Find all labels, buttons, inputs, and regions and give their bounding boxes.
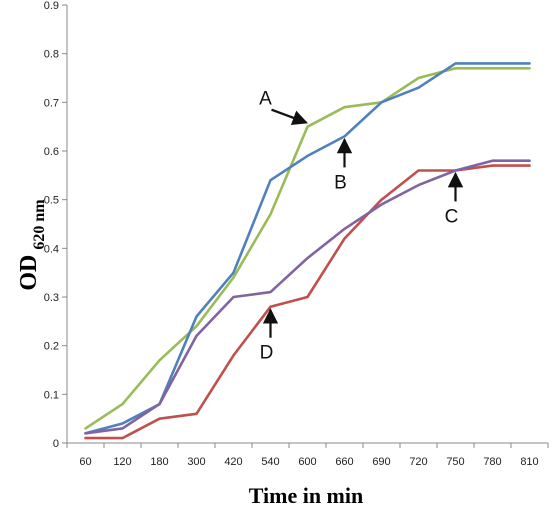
series-line-2 — [84, 62, 531, 435]
y-axis-title-main: OD — [16, 255, 42, 291]
y-axis-title-subscript: 620 nm — [31, 199, 48, 250]
y-tick-label: 0.1 — [44, 389, 59, 401]
x-tick-label: 720 — [409, 456, 427, 468]
y-tick-label: 0.2 — [44, 341, 59, 353]
x-tick-label: 120 — [113, 456, 131, 468]
annotation-d-label: D — [260, 343, 274, 364]
y-axis-title: OD 620 nm — [16, 199, 48, 291]
x-axis-title: Time in min — [249, 483, 364, 508]
annotations: A B C D — [259, 89, 464, 364]
series-lines — [84, 62, 531, 440]
y-tick-label: 0.6 — [44, 146, 59, 158]
x-tick-label: 750 — [446, 456, 464, 468]
annotation-a-arrow — [271, 108, 308, 126]
x-tick-label: 690 — [372, 456, 390, 468]
annotation-b-label: B — [334, 172, 347, 193]
svg-text:OD620 nm: OD 620 nm — [16, 199, 48, 291]
y-tick-label: 0.9 — [44, 0, 59, 12]
axes: 0 0.1 0.2 0.3 0.4 0.5 0.6 0.7 0.8 0.9 60 120 180 300 4… — [44, 0, 549, 468]
x-tick-label: 540 — [261, 456, 279, 468]
series-line-3 — [84, 164, 531, 440]
x-tick-label: 60 — [79, 456, 91, 468]
x-tick-label: 660 — [335, 456, 353, 468]
x-tick-label: 780 — [483, 456, 501, 468]
x-tick-label: 180 — [150, 456, 168, 468]
x-tick-label: 300 — [187, 456, 205, 468]
y-tick-label: 0.4 — [44, 243, 59, 255]
annotation-c-label: C — [445, 206, 459, 227]
y-tick-label: 0 — [53, 438, 59, 450]
x-tick-label: 420 — [224, 456, 242, 468]
x-tick-label: 600 — [298, 456, 316, 468]
annotation-a-label: A — [259, 89, 272, 110]
series-line-1 — [84, 67, 531, 430]
y-tick-label: 0.3 — [44, 292, 59, 304]
y-tick-label: 0.7 — [44, 97, 59, 109]
y-tick-label: 0.5 — [44, 195, 59, 207]
series-line-4 — [84, 159, 531, 435]
x-tick-label: 810 — [520, 456, 538, 468]
y-tick-label: 0.8 — [44, 49, 59, 61]
